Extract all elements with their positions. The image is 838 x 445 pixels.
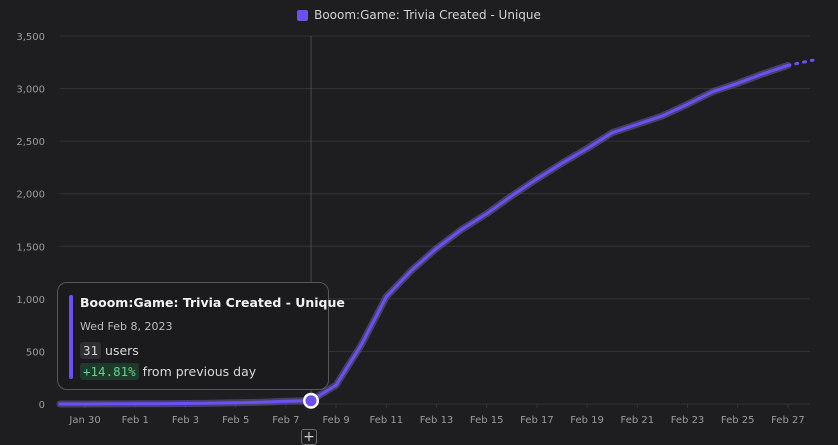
tooltip-unit: users bbox=[105, 343, 139, 358]
x-tick-label: Feb 7 bbox=[272, 415, 299, 426]
y-tick-label: 0 bbox=[39, 400, 45, 411]
x-tick-label: Feb 13 bbox=[420, 415, 454, 426]
x-tick-label: Feb 5 bbox=[222, 415, 249, 426]
x-tick-label: Feb 25 bbox=[721, 415, 755, 426]
x-tick-label: Feb 19 bbox=[570, 415, 604, 426]
y-tick-label: 1,000 bbox=[16, 295, 45, 306]
highlight-point-dot[interactable] bbox=[306, 395, 317, 406]
tooltip-value: 31 bbox=[80, 342, 101, 359]
x-tick-label: Jan 30 bbox=[68, 415, 100, 426]
y-tick-label: 2,500 bbox=[16, 137, 45, 148]
x-tick-label: Feb 3 bbox=[172, 415, 199, 426]
add-annotation-button[interactable]: + bbox=[301, 429, 317, 445]
x-tick-label: Feb 15 bbox=[470, 415, 504, 426]
tooltip-date: Wed Feb 8, 2023 bbox=[80, 320, 172, 333]
y-tick-label: 1,500 bbox=[16, 242, 45, 253]
y-tick-label: 500 bbox=[26, 347, 45, 358]
x-tick-label: Feb 27 bbox=[771, 415, 805, 426]
tooltip-value-row: 31 users bbox=[80, 343, 139, 358]
x-tick-label: Feb 9 bbox=[322, 415, 349, 426]
x-tick-label: Feb 11 bbox=[369, 415, 403, 426]
x-tick-label: Feb 1 bbox=[122, 415, 149, 426]
y-axis-ticks: 0 500 1,000 1,500 2,000 2,500 3,000 3,500 bbox=[16, 32, 45, 411]
tooltip-title: Booom:Game: Trivia Created - Unique bbox=[80, 295, 345, 310]
tooltip: Booom:Game: Trivia Created - Unique Wed … bbox=[57, 282, 329, 390]
tooltip-change-text: from previous day bbox=[143, 364, 256, 379]
x-axis-ticks: Jan 30 Feb 1 Feb 3 Feb 5 Feb 7 Feb 9 Feb 11 Feb… bbox=[68, 404, 804, 426]
tooltip-change-row: +14.81% from previous day bbox=[80, 364, 256, 379]
x-tick-label: Feb 21 bbox=[620, 415, 654, 426]
x-tick-label: Feb 17 bbox=[520, 415, 554, 426]
y-tick-label: 3,500 bbox=[16, 32, 45, 43]
x-tick-label: Feb 23 bbox=[671, 415, 705, 426]
highlight-point bbox=[303, 393, 319, 409]
series-line-partial-segment bbox=[788, 60, 813, 65]
y-tick-label: 2,000 bbox=[16, 190, 45, 201]
tooltip-series-bar bbox=[69, 295, 73, 379]
y-tick-label: 3,000 bbox=[16, 85, 45, 96]
tooltip-change: +14.81% bbox=[80, 363, 139, 380]
